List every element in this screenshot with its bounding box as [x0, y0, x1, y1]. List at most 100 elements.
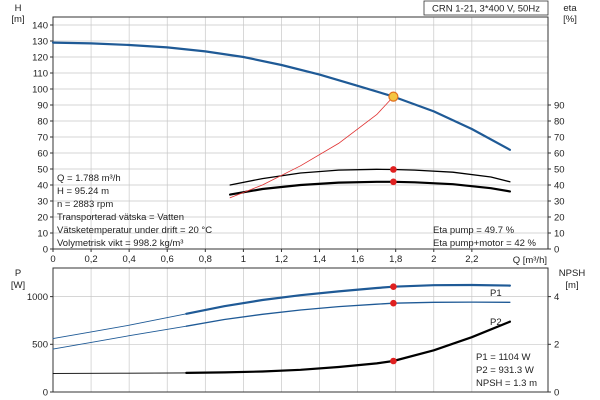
series-line-1-5 [52, 372, 187, 374]
operating-point-marker [390, 299, 397, 307]
bottom-markers-group [390, 283, 397, 365]
left-tick-label: 10 [37, 228, 48, 239]
operating-point-marker [388, 91, 399, 102]
x-tick-label: 1 [241, 254, 246, 265]
top-right-axis-label-2: [%] [563, 14, 577, 25]
info-eta-pump: Eta pump = 49.7 % [433, 225, 515, 236]
right-tick-label: 10 [554, 228, 565, 239]
right-tick-label: 0 [554, 387, 559, 398]
operating-point-marker [390, 166, 397, 173]
x-tick-label: 0,2 [84, 254, 97, 265]
top-right-axis-label-1: eta [563, 3, 577, 14]
x-tick-label: 1,2 [275, 254, 288, 265]
series-line-0-3 [229, 96, 394, 199]
top-left-ticks: 0 10 20 30 40 50 60 70 80 90 100 110 120 130 140 [32, 20, 53, 255]
right-tick-label: 60 [554, 148, 565, 159]
top-left-axis-label-2: [m] [11, 14, 24, 25]
x-tick-label: 1,8 [389, 254, 402, 265]
x-tick-label: 0,6 [161, 254, 174, 265]
top-series-group [51, 41, 511, 199]
info-npsh: NPSH = 1.3 m [476, 378, 537, 389]
series-label-p2: P2 [490, 317, 502, 328]
bottom-panel: 0 500 1000 0 2 4 P [W] NPSH [m] P1 P2 P1 = 1… [11, 267, 586, 398]
bottom-right-axis-label-1: NPSH [559, 268, 586, 279]
left-tick-label: 100 [32, 84, 48, 95]
chart-title: CRN 1-21, 3*400 V, 50Hz [432, 4, 540, 15]
bottom-right-axis-label-2: [m] [565, 280, 578, 291]
bottom-left-ticks: 0 500 1000 [27, 292, 53, 398]
right-tick-label: 0 [554, 244, 559, 255]
right-tick-label: 30 [554, 196, 565, 207]
left-tick-label: 120 [32, 52, 48, 63]
right-tick-label: 2 [554, 340, 559, 351]
left-tick-label: 140 [32, 20, 48, 31]
x-tick-label: 0 [50, 254, 55, 265]
left-tick-label: 40 [37, 180, 48, 191]
left-tick-label: 0 [43, 387, 48, 398]
bottom-right-ticks: 0 2 4 [548, 292, 559, 398]
operating-point-info: Q = 1.788 m³/h H = 95.24 m n = 2883 rpm … [57, 173, 537, 249]
right-tick-label: 80 [554, 116, 565, 127]
operating-point-marker [390, 283, 397, 290]
power-info: P1 = 1104 W P2 = 931.3 W NPSH = 1.3 m [476, 352, 537, 389]
top-left-axis-label-1: H [15, 3, 22, 14]
top-right-ticks: 0 10 20 30 40 50 60 70 80 90 [548, 100, 565, 255]
series-line-1-1 [52, 313, 187, 340]
series-line-1-0 [185, 283, 511, 315]
info-p2: P2 = 931.3 W [476, 365, 534, 376]
x-tick-label: 0,4 [123, 254, 136, 265]
info-temperature: Vätsketemperatur under drift = 20 °C [57, 225, 212, 236]
operating-point-marker [390, 357, 397, 365]
x-axis-label: Q [m³/h] [513, 255, 547, 266]
operating-point-marker [390, 178, 397, 186]
bottom-left-axis-label-1: P [15, 268, 21, 279]
bottom-series-group [52, 283, 511, 374]
left-tick-label: 50 [37, 164, 48, 175]
x-tick-label: 2,2 [465, 254, 478, 265]
top-plot-frame [52, 16, 549, 250]
info-liquid: Transporterad vätska = Vatten [57, 212, 184, 223]
right-tick-label: 4 [554, 292, 559, 303]
left-tick-label: 1000 [27, 292, 48, 303]
bottom-plot-frame [52, 267, 549, 393]
right-tick-label: 40 [554, 180, 565, 191]
title-box [423, 0, 549, 16]
right-tick-label: 70 [554, 132, 565, 143]
left-tick-label: 0 [43, 244, 48, 255]
left-tick-label: 110 [33, 68, 48, 79]
series-line-1-3 [52, 325, 187, 350]
info-p1: P1 = 1104 W [476, 352, 531, 363]
right-tick-label: 20 [554, 212, 565, 223]
info-flow: Q = 1.788 m³/h [57, 173, 121, 184]
right-tick-label: 90 [554, 100, 565, 111]
left-tick-label: 500 [32, 340, 48, 351]
info-eta-pump-motor: Eta pump+motor = 42 % [433, 238, 537, 249]
x-tick-label: 0,8 [199, 254, 212, 265]
x-tick-label: 1,6 [351, 254, 364, 265]
top-markers-group [388, 91, 399, 186]
info-head: H = 95.24 m [57, 186, 109, 197]
series-line-0-2 [229, 180, 511, 196]
x-tick-label: 1,4 [313, 254, 326, 265]
series-label-p1: P1 [490, 288, 502, 299]
left-tick-label: 70 [37, 132, 48, 143]
bottom-grid [53, 268, 548, 392]
x-tick-label: 2 [431, 254, 436, 265]
right-tick-label: 50 [554, 164, 565, 175]
info-speed: n = 2883 rpm [57, 199, 113, 210]
top-grid [53, 17, 548, 249]
left-tick-label: 30 [37, 196, 48, 207]
top-x-ticks: 0 0,2 0,4 0,6 0,8 1 1,2 1,4 1,6 1,8 2 2,2 [50, 249, 478, 265]
info-density: Volymetrisk vikt = 998.2 kg/m³ [57, 238, 183, 249]
left-tick-label: 20 [37, 212, 48, 223]
series-line-1-2 [185, 301, 511, 327]
left-tick-label: 90 [37, 100, 48, 111]
series-line-0-0 [51, 41, 511, 151]
left-tick-label: 130 [32, 36, 48, 47]
top-panel: 0 0,2 0,4 0,6 0,8 1 1,2 1,4 1,6 1,8 2 2,2 0 10 20 30 40… [11, 0, 577, 266]
series-line-1-4 [185, 320, 511, 374]
left-tick-label: 80 [37, 116, 48, 127]
left-tick-label: 60 [37, 148, 48, 159]
bottom-left-axis-label-2: [W] [11, 280, 25, 291]
